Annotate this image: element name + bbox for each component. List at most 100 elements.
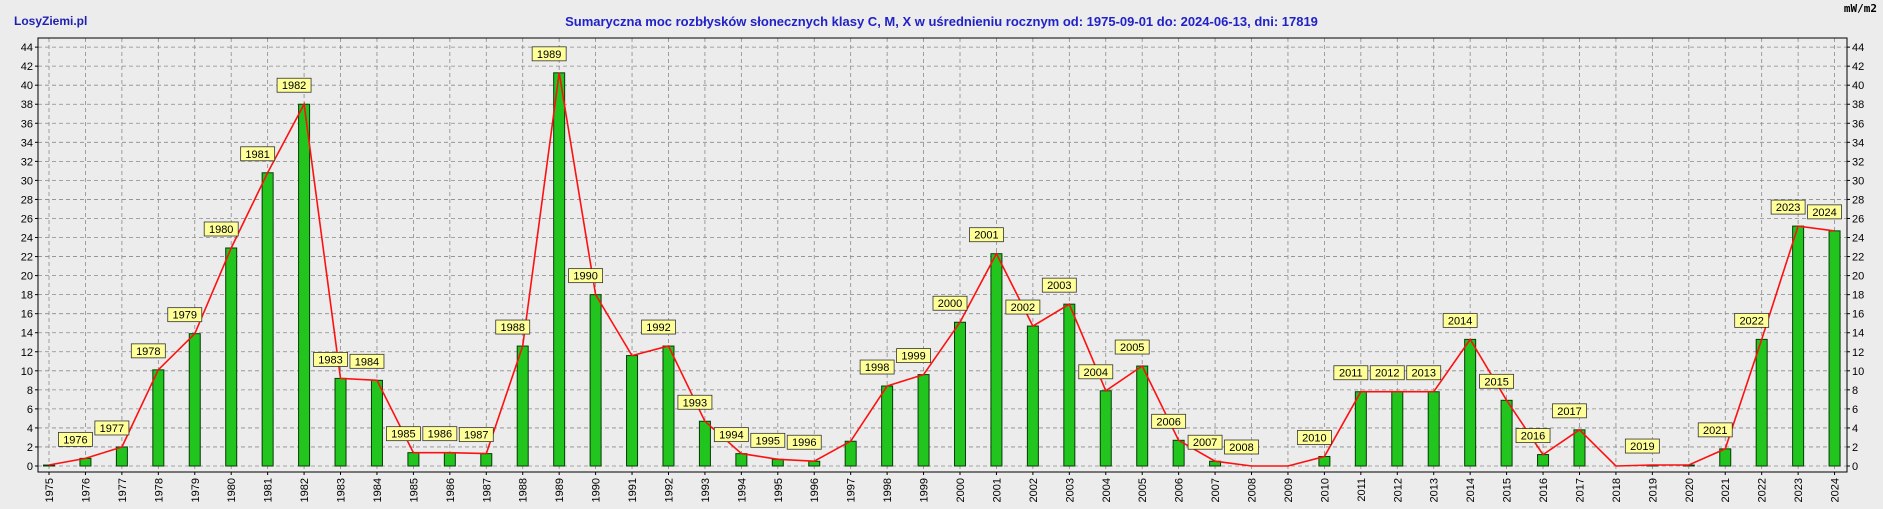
- year-label-text: 2013: [1411, 368, 1435, 380]
- year-label: 1982: [276, 77, 312, 93]
- year-label: 2011: [1333, 365, 1369, 381]
- year-label-box: [1005, 299, 1041, 315]
- year-label-box: [713, 427, 749, 443]
- x-tick-label: 1998: [882, 478, 894, 502]
- year-label-box: [1770, 199, 1806, 215]
- x-tick-label: 1985: [408, 478, 420, 502]
- year-label: 2010: [1297, 430, 1332, 445]
- year-label: 1994: [713, 427, 749, 443]
- x-tick-label: 2015: [1502, 478, 1514, 502]
- bar: [1354, 391, 1367, 467]
- y-tick-label-right: 40: [1852, 80, 1864, 92]
- y-tick-label-right: 2: [1852, 442, 1858, 454]
- bar: [1391, 391, 1404, 467]
- year-label-box: [167, 307, 203, 323]
- year-label: 2016: [1515, 428, 1551, 443]
- x-tick-label: 2024: [1830, 478, 1842, 502]
- x-tick-label: 1986: [445, 478, 457, 502]
- x-tick-label: 1980: [226, 478, 238, 502]
- x-tick-label: 1992: [663, 478, 675, 502]
- year-label: 1989: [531, 46, 567, 62]
- year-label: 1980: [203, 221, 239, 237]
- x-tick-label: 2023: [1793, 478, 1805, 502]
- year-label-text: 1979: [173, 310, 197, 322]
- x-tick-label: 1996: [809, 478, 821, 502]
- bar: [917, 374, 930, 467]
- x-tick-label: 1978: [153, 478, 165, 502]
- year-label-text: 2010: [1302, 432, 1326, 444]
- year-label-box: [568, 268, 603, 284]
- x-tick-label: 2002: [1028, 478, 1040, 502]
- year-label-box: [1114, 339, 1150, 355]
- year-label: 2024: [1807, 204, 1842, 220]
- y-tick-label-left: 18: [21, 290, 33, 302]
- bar: [443, 452, 456, 467]
- bar: [1026, 325, 1039, 467]
- year-label: 1977: [94, 420, 130, 436]
- x-tick-label: 1995: [773, 478, 785, 502]
- y-axis-unit: mW/m2: [1843, 2, 1877, 15]
- year-label-box: [969, 227, 1004, 243]
- year-label-box: [1697, 422, 1733, 438]
- x-tick-label: 2017: [1574, 478, 1586, 502]
- year-label: 2008: [1224, 439, 1259, 455]
- x-tick-label: 2020: [1684, 478, 1696, 502]
- y-tick-label-right: 22: [1852, 252, 1864, 264]
- year-label-text: 1982: [282, 80, 306, 92]
- bar: [516, 345, 529, 467]
- year-label-text: 2022: [1739, 315, 1763, 327]
- bar: [1136, 365, 1149, 467]
- y-tick-label-left: 4: [27, 423, 33, 435]
- bar: [1537, 454, 1550, 467]
- y-tick-label-left: 12: [21, 347, 33, 359]
- y-tick-label-left: 10: [21, 366, 33, 378]
- y-tick-label-right: 30: [1852, 175, 1864, 187]
- x-tick-label: 1989: [554, 478, 566, 502]
- x-tick-label: 1999: [919, 478, 931, 502]
- year-label-text: 2019: [1630, 441, 1654, 453]
- year-label-box: [1333, 365, 1369, 381]
- y-tick-label-left: 36: [21, 118, 33, 130]
- y-tick-label-left: 16: [21, 309, 33, 321]
- x-tick-label: 2014: [1465, 478, 1477, 502]
- y-tick-label-right: 24: [1852, 233, 1864, 245]
- y-tick-label-left: 38: [21, 99, 33, 111]
- y-tick-label-right: 32: [1852, 156, 1864, 168]
- x-tick-label: 2013: [1429, 478, 1441, 502]
- x-tick-label: 1987: [481, 478, 493, 502]
- y-tick-label-left: 2: [27, 442, 33, 454]
- year-label: 2005: [1114, 339, 1150, 355]
- plot-frame: [37, 37, 1848, 473]
- year-label: 2003: [1041, 277, 1077, 293]
- x-tick-label: 1982: [299, 478, 311, 502]
- x-tick-label: 2019: [1647, 478, 1659, 502]
- year-label: 1987: [458, 427, 494, 443]
- y-tick-label-right: 26: [1852, 213, 1864, 225]
- year-label-box: [1078, 364, 1114, 380]
- x-tick-label: 2005: [1137, 478, 1149, 502]
- x-tick-label: 1991: [627, 478, 639, 502]
- year-label-box: [531, 46, 567, 62]
- year-label-text: 1987: [464, 430, 488, 442]
- year-label-text: 2021: [1703, 425, 1727, 437]
- brand-logo-text[interactable]: LosyZiemi.pl: [14, 14, 88, 28]
- year-label-box: [1041, 277, 1077, 293]
- bar: [480, 453, 493, 467]
- year-label: 1998: [859, 359, 895, 375]
- year-label-text: 1999: [901, 351, 925, 363]
- bar: [662, 345, 675, 467]
- year-label: 1996: [786, 434, 822, 450]
- y-tick-label-left: 20: [21, 271, 33, 283]
- bar: [1063, 303, 1076, 467]
- year-label-text: 1986: [428, 429, 452, 441]
- year-label-text: 1976: [63, 434, 87, 446]
- year-label-box: [94, 420, 130, 436]
- year-label-text: 2004: [1084, 367, 1108, 379]
- bar: [115, 446, 128, 467]
- year-label: 2015: [1479, 373, 1514, 389]
- y-tick-label-right: 18: [1852, 290, 1864, 302]
- year-label: 2006: [1151, 413, 1187, 429]
- year-label-box: [1187, 434, 1223, 450]
- bar: [954, 321, 966, 467]
